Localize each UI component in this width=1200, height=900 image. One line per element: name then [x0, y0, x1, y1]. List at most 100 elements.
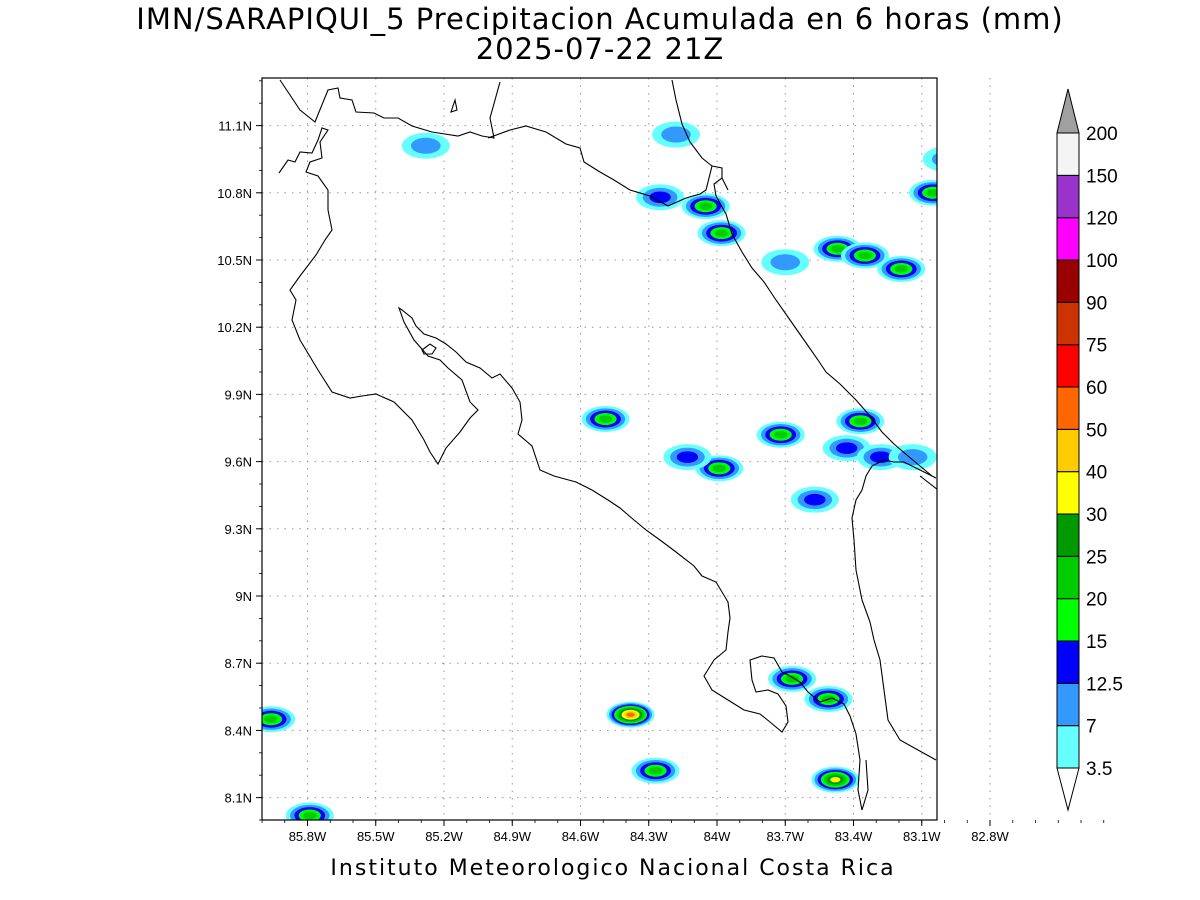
colorbar-swatch: [1056, 259, 1080, 303]
rain-cell: [652, 121, 701, 148]
rain-contour: [712, 464, 727, 473]
lon-tick-label: 83.7W: [766, 829, 804, 844]
rain-cell: [761, 249, 810, 276]
colorbar-label: 25: [1086, 547, 1107, 568]
rain-contour: [770, 254, 801, 271]
lon-tick-label: 84.6W: [562, 829, 600, 844]
colorbar-label: 50: [1086, 420, 1107, 441]
rain-cell: [957, 540, 1005, 566]
footer-credit: Instituto Meteorologico Nacional Costa R…: [330, 856, 896, 881]
lon-tick-label: 85.2W: [425, 829, 463, 844]
colorbar-label: 150: [1086, 166, 1118, 187]
precipitation-cells: [262, 121, 1062, 820]
rain-cell: [922, 147, 937, 172]
lat-tick-label: 8.4N: [225, 723, 252, 738]
rain-cell: [262, 706, 296, 733]
lon-tick-label: 82.8W: [971, 829, 1009, 844]
colorbar-min-arrow: [1056, 767, 1080, 812]
map-title: IMN/SARAPIQUI_5 Precipitacion Acumulada …: [136, 2, 1064, 36]
lon-tick-label: 83.4W: [835, 829, 873, 844]
lat-tick-label: 8.7N: [225, 656, 252, 671]
rain-cell: [790, 486, 839, 513]
rain-contour: [676, 451, 699, 463]
rain-cell: [697, 220, 746, 247]
rain-contour: [1038, 294, 1052, 301]
rain-contour: [804, 493, 826, 506]
rain-contour: [1029, 290, 1060, 307]
colorbar-label: 7: [1086, 717, 1097, 738]
rain-contour: [661, 126, 691, 143]
colorbar-label: 30: [1086, 505, 1107, 526]
lat-tick-label: 9.9N: [225, 387, 252, 402]
colorbar-swatch: [1056, 301, 1080, 346]
rain-contour: [598, 415, 613, 423]
lon-tick-label: 83.1W: [903, 829, 941, 844]
colorbar-label: 3.5: [1086, 759, 1112, 780]
colorbar-label: 12.5: [1086, 674, 1123, 695]
colorbar-label: 60: [1086, 378, 1107, 399]
lon-tick-label: 85.5W: [357, 829, 395, 844]
colorbar-label: 200: [1086, 124, 1118, 145]
axis-ticks: 85.8W 85.5W 85.2W 84.9W 84.6W 84.3W 84W 83.7W 83…: [217, 80, 1105, 844]
lat-tick-label: 11.1N: [218, 119, 252, 134]
rain-contour: [626, 712, 635, 717]
rain-contour: [835, 442, 858, 454]
rain-contour: [998, 328, 1046, 354]
lat-tick-label: 9N: [235, 589, 252, 604]
plot-frame: [261, 77, 938, 821]
colorbar-legend: 3.5 7 12.5 15 20 25 30 40 50 60 75 90 100 120 150 200: [1056, 88, 1123, 812]
rain-contour: [1020, 663, 1055, 682]
colorbar-swatch: [1056, 344, 1080, 388]
lon-tick-label: 84.9W: [493, 829, 531, 844]
rain-contour: [894, 265, 909, 273]
rain-contour: [1001, 642, 1015, 649]
rain-cell: [836, 408, 885, 435]
rain-contour: [993, 637, 1024, 654]
rain-contour: [957, 540, 1005, 566]
rain-contour: [411, 137, 441, 154]
rain-cell: [1014, 659, 1062, 685]
rain-cell: [581, 406, 630, 433]
rain-contour: [830, 776, 841, 783]
colorbar-swatch: [1056, 682, 1080, 727]
lon-tick-label: 84W: [704, 829, 731, 844]
rain-contour: [989, 635, 1028, 656]
colorbar-swatch: [1056, 471, 1080, 515]
lat-tick-label: 10.2N: [217, 320, 252, 335]
rain-contour: [1027, 666, 1048, 678]
rain-contour: [857, 251, 872, 260]
rain-contour: [648, 767, 663, 775]
lat-tick-label: 8.1N: [225, 791, 252, 806]
colorbar-swatch: [1056, 217, 1080, 261]
rain-contour: [264, 715, 278, 723]
lat-tick-label: 10.5N: [217, 253, 252, 268]
colorbar-label: 100: [1086, 251, 1118, 272]
rain-contour: [931, 153, 937, 166]
map-subtitle-date: 2025-07-22 21Z: [475, 32, 725, 66]
colorbar-label: 90: [1086, 293, 1107, 314]
rain-cell: [631, 757, 680, 784]
rain-cell: [768, 665, 817, 692]
lon-tick-label: 85.8W: [289, 829, 327, 844]
rain-cell: [285, 802, 334, 820]
colorbar-swatch: [1056, 725, 1080, 769]
rain-contour: [922, 147, 937, 172]
rain-contour: [773, 431, 788, 439]
lon-tick-label: 84.3W: [630, 829, 668, 844]
rain-contour: [302, 811, 317, 820]
rain-contour: [853, 417, 868, 425]
rain-contour: [649, 191, 671, 204]
colorbar-label: 40: [1086, 463, 1107, 484]
rain-contour: [698, 202, 713, 210]
rain-cell: [909, 179, 937, 206]
rain-contour: [926, 189, 937, 197]
rain-cell: [877, 255, 926, 282]
rain-contour: [1034, 292, 1056, 304]
rain-cell: [636, 184, 685, 211]
lat-tick-label: 9.3N: [225, 522, 252, 537]
rain-cell: [811, 766, 860, 793]
rain-contour: [785, 675, 799, 683]
rain-contour: [997, 639, 1019, 651]
rain-contour: [984, 632, 1032, 658]
colorbar-swatch: [1056, 513, 1080, 557]
